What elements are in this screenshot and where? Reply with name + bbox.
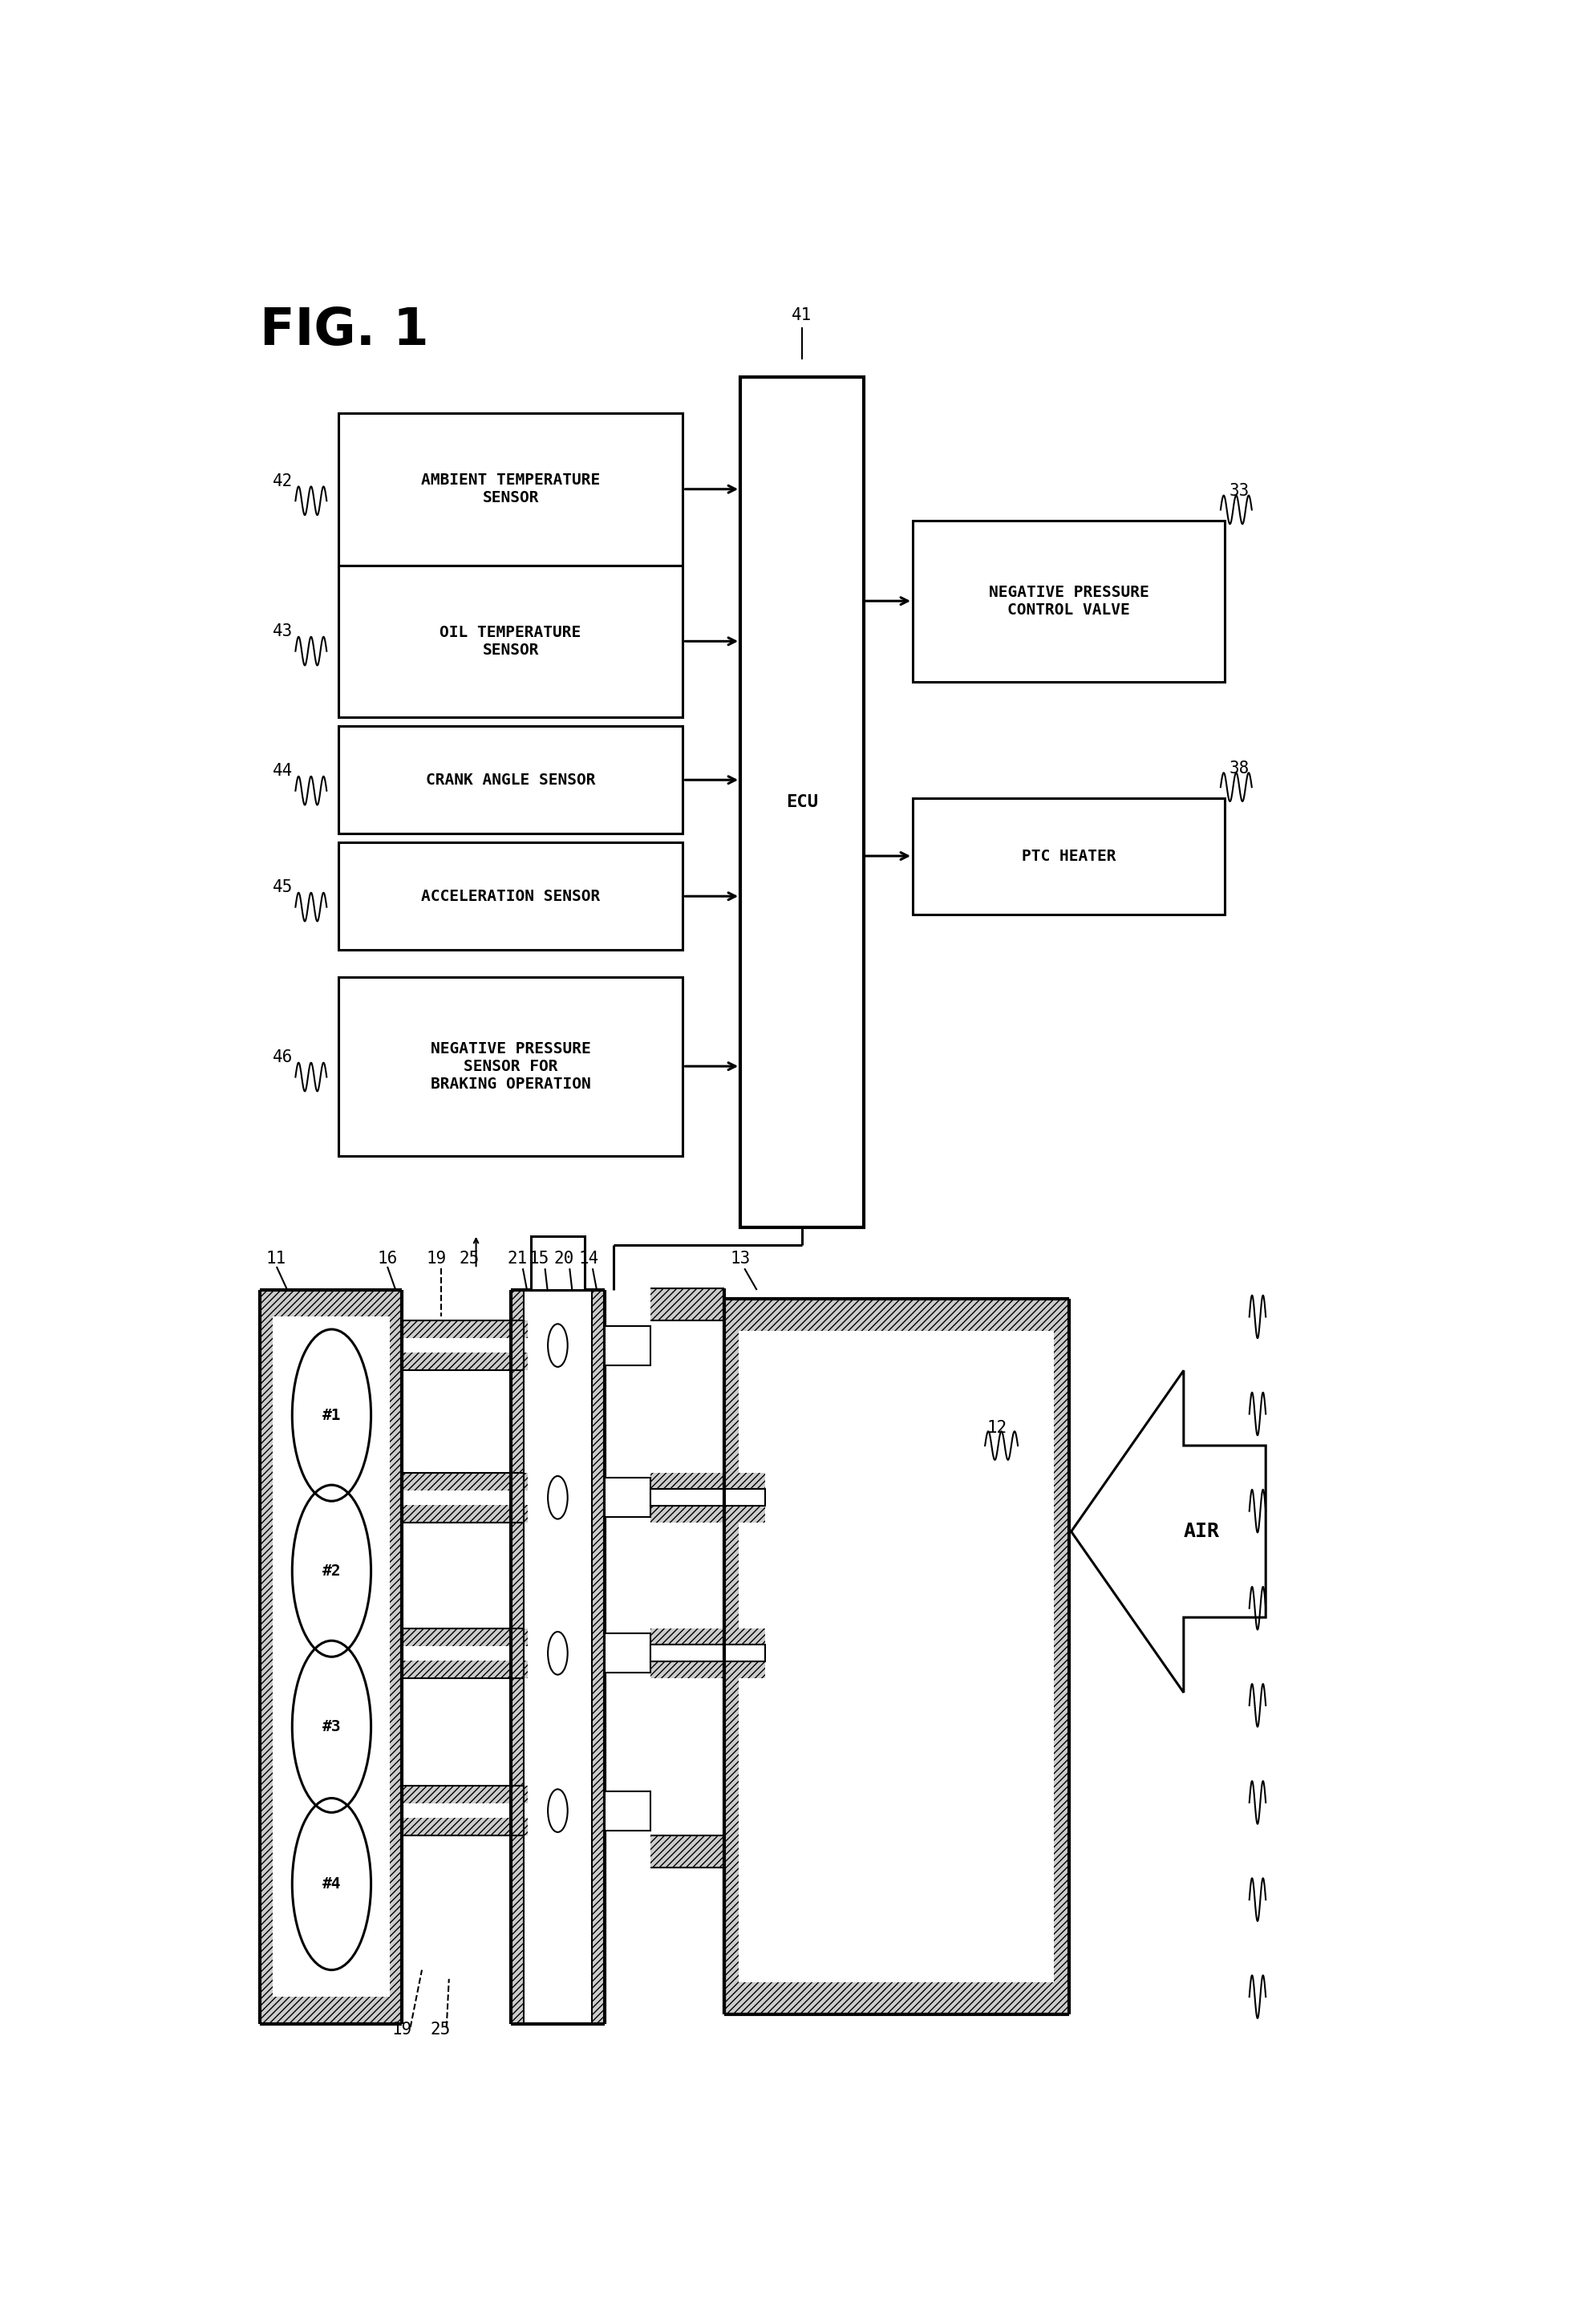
Text: #3: #3	[322, 1720, 341, 1734]
Text: 33: 33	[1228, 483, 1248, 500]
Bar	[338, 725, 683, 834]
Text: ACCELERATION SENSOR: ACCELERATION SENSOR	[421, 888, 600, 904]
Text: NEGATIVE PRESSURE
CONTROL VALVE: NEGATIVE PRESSURE CONTROL VALVE	[988, 586, 1148, 618]
Bar	[913, 521, 1224, 681]
Polygon shape	[1070, 1371, 1266, 1692]
Bar	[338, 565, 683, 718]
Bar	[402, 1353, 527, 1371]
Bar	[724, 1982, 1069, 2015]
Text: 43: 43	[273, 623, 292, 639]
Text: ECU: ECU	[786, 795, 818, 811]
Bar	[402, 1659, 527, 1678]
Bar	[649, 1506, 765, 1522]
Text: AIR: AIR	[1183, 1522, 1218, 1541]
Bar	[338, 844, 683, 951]
Text: #4: #4	[322, 1875, 341, 1892]
Text: NEGATIVE PRESSURE
SENSOR FOR
BRAKING OPERATION: NEGATIVE PRESSURE SENSOR FOR BRAKING OPE…	[430, 1041, 591, 1092]
Text: OIL TEMPERATURE
SENSOR: OIL TEMPERATURE SENSOR	[440, 625, 581, 658]
Text: 21: 21	[507, 1250, 527, 1267]
Text: 42: 42	[273, 474, 292, 488]
Text: 41: 41	[791, 307, 811, 323]
Bar	[402, 1473, 527, 1490]
Bar	[402, 1320, 527, 1339]
Bar	[649, 1645, 765, 1662]
Text: FIG. 1: FIG. 1	[260, 307, 429, 356]
Bar	[338, 414, 683, 565]
Bar	[724, 1299, 1069, 1332]
Text: 19: 19	[426, 1250, 446, 1267]
Text: 38: 38	[1228, 760, 1248, 776]
Text: 13: 13	[730, 1250, 750, 1267]
Bar	[591, 1290, 605, 2024]
Bar	[649, 1473, 765, 1490]
Bar	[402, 1785, 527, 1803]
Text: 12: 12	[986, 1420, 1007, 1436]
Bar	[605, 1478, 649, 1518]
Bar	[402, 1504, 527, 1522]
Bar	[402, 1817, 527, 1836]
Bar	[530, 1236, 584, 1290]
Bar	[510, 1290, 524, 2024]
Bar	[649, 1490, 765, 1506]
Text: AMBIENT TEMPERATURE
SENSOR: AMBIENT TEMPERATURE SENSOR	[421, 472, 600, 507]
Bar	[1053, 1299, 1069, 2015]
Text: 46: 46	[273, 1048, 292, 1064]
Bar	[338, 976, 683, 1155]
Text: 15: 15	[529, 1250, 549, 1267]
Text: 25: 25	[459, 1250, 480, 1267]
Text: PTC HEATER: PTC HEATER	[1021, 848, 1115, 865]
Bar	[605, 1634, 649, 1673]
Text: 19: 19	[392, 2022, 413, 2038]
Bar	[649, 1836, 724, 1868]
Bar	[605, 1792, 649, 1831]
Bar	[402, 1629, 527, 1645]
Text: #2: #2	[322, 1564, 341, 1578]
Bar	[260, 1290, 402, 2024]
Text: CRANK ANGLE SENSOR: CRANK ANGLE SENSOR	[426, 772, 596, 788]
Bar	[649, 1662, 765, 1678]
Text: 16: 16	[376, 1250, 397, 1267]
Bar	[273, 1318, 389, 1996]
Bar	[649, 1629, 765, 1645]
Text: 25: 25	[430, 2022, 451, 2038]
Text: 44: 44	[273, 762, 292, 779]
Bar	[913, 797, 1224, 913]
Text: 20: 20	[554, 1250, 573, 1267]
Bar	[740, 376, 864, 1227]
Text: 45: 45	[273, 878, 292, 895]
Bar	[724, 1299, 738, 2015]
Text: #1: #1	[322, 1408, 341, 1422]
Text: 14: 14	[578, 1250, 599, 1267]
Bar	[649, 1287, 724, 1320]
Text: 11: 11	[265, 1250, 286, 1267]
Bar	[605, 1325, 649, 1364]
